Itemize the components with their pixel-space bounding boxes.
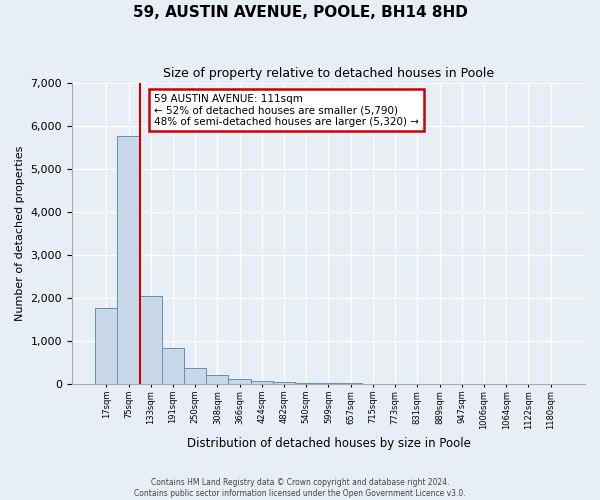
Bar	[206, 374, 229, 384]
Bar	[251, 381, 273, 384]
Bar	[295, 383, 317, 384]
Bar	[140, 296, 162, 384]
Title: Size of property relative to detached houses in Poole: Size of property relative to detached ho…	[163, 68, 494, 80]
Bar	[95, 308, 118, 384]
Bar	[184, 368, 206, 384]
X-axis label: Distribution of detached houses by size in Poole: Distribution of detached houses by size …	[187, 437, 470, 450]
Y-axis label: Number of detached properties: Number of detached properties	[15, 146, 25, 322]
Bar	[118, 136, 140, 384]
Bar	[162, 348, 184, 384]
Text: 59 AUSTIN AVENUE: 111sqm
← 52% of detached houses are smaller (5,790)
48% of sem: 59 AUSTIN AVENUE: 111sqm ← 52% of detach…	[154, 94, 419, 127]
Text: Contains HM Land Registry data © Crown copyright and database right 2024.
Contai: Contains HM Land Registry data © Crown c…	[134, 478, 466, 498]
Text: 59, AUSTIN AVENUE, POOLE, BH14 8HD: 59, AUSTIN AVENUE, POOLE, BH14 8HD	[133, 5, 467, 20]
Bar	[273, 382, 295, 384]
Bar	[229, 379, 251, 384]
